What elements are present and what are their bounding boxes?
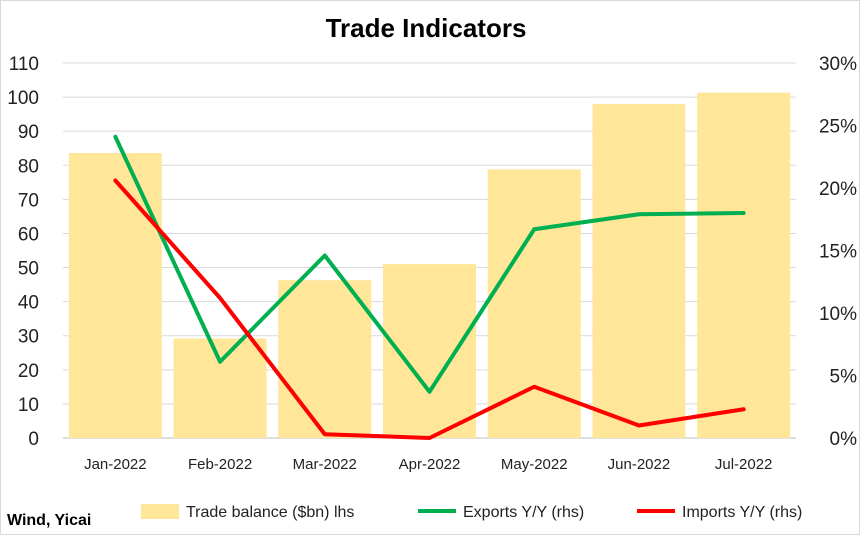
left-tick-label: 50 [18,259,39,280]
bar [173,338,267,438]
right-tick-label: 25% [819,117,857,138]
legend: Trade balance ($bn) lhs Exports Y/Y (rhs… [141,504,802,521]
x-tick-label: Jan-2022 [84,456,147,473]
bar-series [68,92,791,438]
left-tick-label: 10 [18,395,39,416]
chart-title: Trade Indicators [326,13,527,43]
left-tick-label: 90 [18,122,39,143]
x-tick-label: Feb-2022 [188,456,252,473]
x-tick-label: Jul-2022 [715,456,773,473]
x-tick-label: Jun-2022 [608,456,671,473]
right-tick-label: 10% [819,304,857,325]
left-tick-label: 60 [18,224,39,245]
left-tick-label: 40 [18,293,39,314]
left-tick-label: 70 [18,190,39,211]
left-tick-label: 20 [18,361,39,382]
x-tick-label: Apr-2022 [399,456,461,473]
bar [592,103,686,438]
x-axis-ticks: Jan-2022 Feb-2022 Mar-2022 Apr-2022 May-2022… [84,456,772,473]
source-label: Wind, Yicai [7,512,91,529]
left-tick-label: 0 [28,429,39,450]
x-tick-label: May-2022 [501,456,568,473]
bar [278,280,372,438]
right-tick-label: 5% [830,367,858,388]
legend-label-imports: Imports Y/Y (rhs) [682,504,802,521]
left-axis-ticks: 0 10 20 30 40 50 60 70 80 90 100 110 [7,54,39,450]
left-tick-label: 110 [9,54,39,75]
right-tick-label: 0% [830,429,858,450]
legend-label-exports: Exports Y/Y (rhs) [463,504,584,521]
right-tick-label: 30% [819,54,857,75]
bar [487,169,581,438]
left-tick-label: 30 [18,327,39,348]
line-series [113,134,746,440]
bar [697,92,791,438]
legend-label-trade-balance: Trade balance ($bn) lhs [186,504,354,521]
x-tick-label: Mar-2022 [293,456,357,473]
right-tick-label: 20% [819,179,857,200]
left-tick-label: 80 [18,156,39,177]
right-axis-ticks: 0% 5% 10% 15% 20% 25% 30% [819,54,857,450]
legend-swatch-trade-balance [141,504,179,519]
left-tick-label: 100 [7,88,39,109]
right-tick-label: 15% [819,242,857,263]
bar [68,153,162,438]
